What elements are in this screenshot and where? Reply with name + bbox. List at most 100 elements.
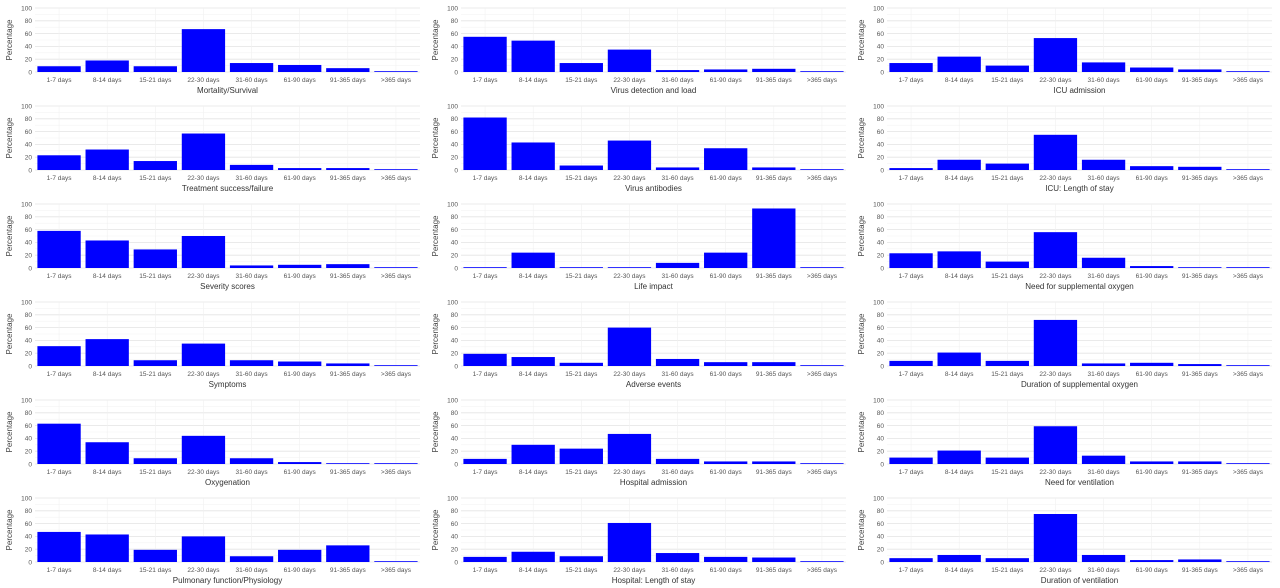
y-axis-label: Percentage [857, 313, 866, 354]
bar [463, 458, 507, 464]
bar [937, 56, 981, 72]
y-tick-label: 60 [451, 521, 459, 528]
y-tick-label: 100 [21, 5, 32, 12]
y-tick-label: 20 [451, 547, 459, 554]
y-axis-label: Percentage [5, 313, 14, 354]
x-tick-label: >365 days [1233, 273, 1264, 280]
y-tick-label: 0 [28, 461, 32, 468]
bar [181, 236, 226, 268]
bar [559, 165, 603, 170]
bar [85, 442, 129, 464]
y-tick-label: 80 [451, 508, 459, 515]
chart-panel-7: 0 20 40 60 80 100 Percentage 1-7 days 8-14 days 1… [0, 196, 426, 294]
y-tick-label: 40 [877, 142, 885, 149]
bar [374, 71, 418, 72]
x-tick-label: 1-7 days [473, 175, 499, 182]
bar [1130, 67, 1174, 72]
bar [85, 149, 129, 170]
bar [511, 252, 555, 268]
x-tick-label: >365 days [1233, 567, 1264, 574]
bar [1178, 364, 1222, 366]
y-tick-label: 0 [880, 69, 884, 76]
y-tick-label: 60 [451, 31, 459, 38]
x-tick-label: 31-60 days [661, 273, 694, 280]
x-tick-label: 91-365 days [330, 77, 367, 84]
x-tick-label: 22-30 days [187, 77, 220, 84]
x-tick-label: 22-30 days [1039, 77, 1072, 84]
y-axis-label: Percentage [431, 215, 440, 256]
bar [704, 362, 748, 366]
bar [374, 169, 418, 170]
x-tick-label: 22-30 days [1039, 469, 1072, 476]
x-tick-label: 31-60 days [1087, 371, 1120, 378]
bar [655, 458, 700, 464]
x-tick-label: >365 days [381, 273, 412, 280]
y-tick-label: 20 [877, 57, 885, 64]
chart-title: Need for supplemental oxygen [1025, 282, 1134, 291]
x-tick-label: >365 days [807, 273, 838, 280]
y-tick-label: 60 [877, 129, 885, 136]
y-axis-label: Percentage [5, 19, 14, 60]
chart-panel-8: 0 20 40 60 80 100 Percentage 1-7 days 8-14 days 1… [426, 196, 852, 294]
y-tick-label: 0 [28, 69, 32, 76]
bar [704, 556, 748, 562]
x-tick-label: 15-21 days [991, 175, 1024, 182]
x-tick-label: 91-365 days [330, 469, 367, 476]
x-tick-label: 8-14 days [945, 175, 974, 182]
bar [1226, 169, 1270, 170]
bar [1226, 561, 1270, 562]
bar [655, 358, 700, 366]
bar [800, 267, 844, 268]
x-tick-label: >365 days [1233, 469, 1264, 476]
y-tick-label: 0 [28, 265, 32, 272]
x-tick-label: 91-365 days [330, 175, 367, 182]
bar [511, 357, 555, 366]
x-tick-label: 1-7 days [473, 77, 499, 84]
chart-title: Life impact [634, 282, 673, 291]
bar [1033, 38, 1078, 72]
chart-title: Severity scores [200, 282, 255, 291]
y-tick-label: 0 [454, 559, 458, 566]
x-tick-label: 8-14 days [93, 371, 122, 378]
y-tick-label: 100 [447, 103, 458, 110]
y-tick-label: 40 [877, 534, 885, 541]
bar [1033, 319, 1078, 366]
x-tick-label: 8-14 days [945, 567, 974, 574]
bar [278, 462, 322, 464]
x-tick-label: 22-30 days [613, 175, 646, 182]
y-tick-label: 20 [25, 547, 33, 554]
chart-panel-17: 0 20 40 60 80 100 Percentage 1-7 days 8-14 days 1… [426, 490, 852, 588]
bar [229, 360, 274, 366]
bar [326, 68, 370, 72]
bar [133, 249, 177, 268]
y-tick-label: 80 [25, 312, 33, 319]
x-tick-label: 91-365 days [1182, 77, 1219, 84]
y-tick-label: 60 [451, 129, 459, 136]
chart-panel-16: 0 20 40 60 80 100 Percentage 1-7 days 8-14 days 1… [0, 490, 426, 588]
y-tick-label: 100 [21, 397, 32, 404]
y-tick-label: 40 [25, 142, 33, 149]
y-axis-label: Percentage [5, 509, 14, 550]
y-tick-label: 80 [877, 18, 885, 25]
x-tick-label: 15-21 days [991, 567, 1024, 574]
bar [752, 208, 796, 268]
bar [181, 435, 226, 464]
x-tick-label: >365 days [381, 567, 412, 574]
y-tick-label: 20 [451, 253, 459, 260]
y-tick-label: 40 [25, 338, 33, 345]
y-tick-label: 80 [877, 312, 885, 319]
y-tick-label: 40 [451, 338, 459, 345]
chart-svg: 0 20 40 60 80 100 Percentage 1-7 days 8-14 days 1… [431, 5, 846, 95]
y-tick-label: 80 [25, 410, 33, 417]
x-tick-label: 15-21 days [565, 77, 598, 84]
bar [1081, 62, 1126, 72]
x-tick-label: 22-30 days [613, 371, 646, 378]
y-axis-label: Percentage [431, 117, 440, 158]
y-axis-label: Percentage [431, 19, 440, 60]
y-tick-label: 100 [21, 299, 32, 306]
y-tick-label: 60 [25, 325, 33, 332]
bar [559, 362, 603, 366]
bar [181, 343, 226, 366]
x-tick-label: 1-7 days [47, 175, 73, 182]
y-tick-label: 100 [873, 397, 884, 404]
